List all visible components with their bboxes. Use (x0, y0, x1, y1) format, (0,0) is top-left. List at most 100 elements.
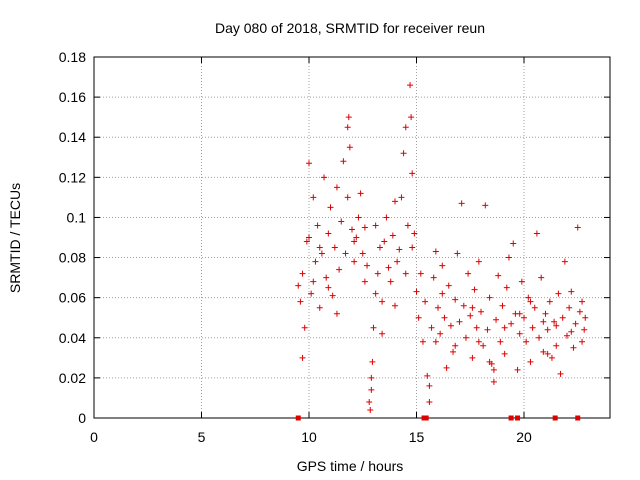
data-point (452, 342, 459, 349)
x-tick-label: 10 (301, 429, 317, 445)
data-point (295, 282, 302, 289)
data-point (452, 296, 459, 303)
data-point (548, 354, 555, 361)
data-point (432, 338, 439, 345)
data-point (486, 358, 493, 365)
data-point (370, 324, 377, 331)
data-point (490, 378, 497, 385)
data-point (426, 382, 433, 389)
data-point (514, 366, 521, 373)
data-point (439, 290, 446, 297)
data-point (329, 292, 336, 299)
data-point (516, 330, 523, 337)
data-point (426, 398, 433, 405)
data-point (368, 374, 375, 381)
data-point (546, 298, 553, 305)
data-point (369, 358, 376, 365)
data-point (540, 348, 547, 355)
data-point (516, 310, 523, 317)
data-point (409, 244, 416, 251)
x-tick-label: 0 (90, 429, 98, 445)
data-point (325, 230, 332, 237)
data-point (471, 286, 478, 293)
data-point (374, 270, 381, 277)
data-point (345, 114, 352, 121)
data-point (432, 248, 439, 255)
data-point (303, 238, 310, 245)
data-point (540, 318, 547, 325)
data-point (353, 234, 360, 241)
axis-marker (552, 415, 558, 421)
data-point (581, 326, 588, 333)
data-point (385, 264, 392, 271)
data-point (559, 314, 566, 321)
data-point (430, 274, 437, 281)
data-point (310, 194, 317, 201)
data-point (359, 250, 366, 257)
data-point (568, 328, 575, 335)
x-axis-label: GPS time / hours (297, 458, 404, 474)
data-point (387, 278, 394, 285)
data-point (579, 338, 586, 345)
data-point (529, 324, 536, 331)
data-point (413, 288, 420, 295)
data-point (340, 158, 347, 165)
data-point (542, 310, 549, 317)
data-point (473, 324, 480, 331)
data-point (551, 318, 558, 325)
data-point (355, 214, 362, 221)
data-point (327, 204, 334, 211)
data-point (493, 316, 500, 323)
data-points (295, 82, 589, 413)
axis-ticks: 0 0.02 0.04 0.06 0.08 0.1 0.12 0.14 0.16 0.18 0 5 10… (59, 49, 610, 445)
data-point (443, 364, 450, 371)
data-point (428, 324, 435, 331)
data-point (538, 274, 545, 281)
y-axis-label: SRMTID / TECUs (7, 183, 23, 293)
data-point (400, 150, 407, 157)
data-point (351, 238, 358, 245)
grid-lines (94, 57, 610, 418)
x-tick-label: 15 (409, 429, 425, 445)
data-point (505, 254, 512, 261)
data-point (381, 238, 388, 245)
data-point (314, 222, 321, 229)
data-point (424, 372, 431, 379)
data-point (342, 250, 349, 257)
data-point (469, 354, 476, 361)
y-tick-label: 0.12 (59, 169, 86, 185)
data-point (349, 226, 355, 233)
data-point (404, 222, 411, 229)
data-point (333, 310, 340, 317)
axis-marker (508, 415, 514, 421)
data-point (456, 318, 463, 325)
axis-marker (295, 415, 301, 421)
y-tick-label: 0 (78, 410, 86, 426)
data-point (402, 124, 409, 131)
data-point (392, 198, 398, 205)
axis-marker (423, 415, 429, 421)
y-tick-label: 0.08 (59, 250, 86, 266)
axis-marker (515, 415, 521, 421)
data-point (351, 258, 358, 265)
data-point (458, 200, 465, 207)
data-point (484, 326, 491, 333)
data-point (518, 278, 525, 285)
x-tick-label: 20 (516, 429, 532, 445)
data-point (508, 320, 515, 327)
data-point (553, 342, 560, 349)
data-point (383, 214, 390, 221)
data-point (561, 258, 568, 265)
data-point (321, 174, 328, 181)
data-point (495, 272, 502, 279)
data-point (469, 304, 476, 311)
data-point (450, 348, 457, 355)
data-point (536, 334, 543, 341)
chart-title: Day 080 of 2018, SRMTID for receiver reu… (215, 20, 485, 36)
data-point (480, 342, 487, 349)
data-point (475, 338, 482, 345)
data-point (338, 218, 345, 225)
data-point (361, 278, 368, 285)
data-point (316, 244, 323, 251)
data-point (357, 190, 364, 197)
